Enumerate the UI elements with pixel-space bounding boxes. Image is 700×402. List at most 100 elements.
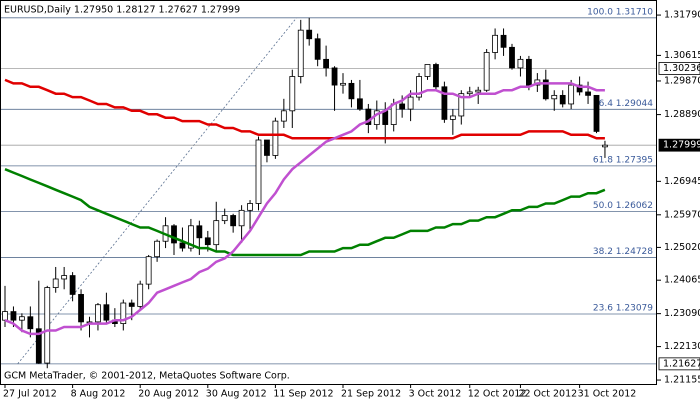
candle-body bbox=[145, 256, 152, 285]
y-tick-label: 1.22130 bbox=[664, 341, 700, 352]
candle-body bbox=[297, 29, 304, 77]
candle-body bbox=[585, 91, 591, 96]
candle-body bbox=[2, 311, 8, 321]
price-box-label: 1.30236 bbox=[663, 63, 700, 74]
x-tick-label: 12 Oct 2012 bbox=[468, 389, 527, 400]
chart-header: EURUSD,Daily 1.27950 1.28127 1.27627 1.2… bbox=[4, 5, 240, 16]
candle-body bbox=[52, 278, 59, 288]
moving-average bbox=[4, 82, 605, 336]
moving-average bbox=[4, 78, 605, 140]
x-tick-label: 30 Aug 2012 bbox=[206, 389, 267, 400]
candle-body bbox=[171, 225, 177, 244]
candle-body bbox=[365, 108, 372, 125]
candle-body bbox=[120, 302, 127, 324]
fib-label: 38.2 1.24728 bbox=[593, 247, 653, 257]
candle-body bbox=[289, 76, 296, 112]
y-tick-label: 1.25970 bbox=[664, 209, 700, 220]
candle-body bbox=[407, 96, 414, 110]
y-tick-label: 1.30615 bbox=[664, 50, 700, 61]
y-tick-label: 1.26945 bbox=[664, 176, 700, 187]
candle-body bbox=[382, 110, 389, 125]
candle-body bbox=[356, 98, 363, 110]
candle-body bbox=[593, 94, 600, 132]
y-tick-label: 1.21155 bbox=[664, 375, 700, 386]
footer: GCM MetaTrader, © 2001-2012, MetaQuotes … bbox=[4, 371, 290, 382]
candle-body bbox=[433, 64, 439, 88]
candle-body bbox=[221, 215, 228, 222]
candle-body bbox=[272, 120, 279, 156]
candle-body bbox=[204, 237, 211, 246]
candle-body bbox=[213, 220, 220, 246]
candle-body bbox=[314, 38, 321, 60]
candle-body bbox=[500, 34, 507, 48]
candle-body bbox=[238, 209, 245, 227]
candle-body bbox=[78, 294, 84, 323]
candle-body bbox=[18, 316, 25, 321]
candle-body bbox=[196, 225, 203, 239]
price-box bbox=[658, 62, 700, 75]
y-tick-label: 1.23090 bbox=[664, 308, 700, 319]
candle-body bbox=[128, 302, 135, 307]
candle-body bbox=[264, 139, 270, 156]
x-tick-label: 31 Oct 2012 bbox=[578, 389, 637, 400]
candle-body bbox=[509, 46, 515, 69]
candle-body bbox=[483, 52, 490, 91]
candle-body bbox=[416, 76, 422, 98]
candle-body bbox=[466, 91, 473, 95]
y-tick-label: 1.29870 bbox=[664, 75, 700, 86]
candle-body bbox=[95, 304, 101, 323]
candle-body bbox=[458, 93, 465, 117]
candle-body bbox=[27, 316, 34, 330]
candle-body bbox=[576, 84, 583, 93]
y-tick-label: 1.28890 bbox=[664, 109, 700, 120]
candle-body bbox=[306, 29, 313, 40]
candle-body bbox=[255, 139, 262, 204]
candle-body bbox=[103, 304, 110, 321]
x-tick-label: 20 Aug 2012 bbox=[138, 389, 199, 400]
candle-body bbox=[44, 287, 51, 364]
price-box-label: 1.21627 bbox=[663, 358, 700, 369]
candle-body bbox=[542, 79, 549, 100]
price-box bbox=[658, 357, 700, 371]
price-box-label: 1.27999 bbox=[663, 140, 700, 151]
candle-body bbox=[526, 58, 532, 86]
candle-body bbox=[10, 311, 17, 321]
candle-body bbox=[551, 94, 558, 100]
candle-body bbox=[323, 58, 330, 69]
candle-body bbox=[35, 328, 42, 364]
x-tick-label: 11 Sep 2012 bbox=[273, 389, 333, 400]
fib-label: 76.4 1.29044 bbox=[593, 99, 653, 109]
candle-body bbox=[517, 58, 524, 69]
x-tick-label: 22 Oct 2012 bbox=[518, 389, 577, 400]
candle-body bbox=[154, 240, 161, 258]
candle-body bbox=[559, 94, 566, 105]
fib-label: 61.8 1.27395 bbox=[593, 155, 653, 165]
candle-body bbox=[331, 67, 338, 86]
fib-label: 50.0 1.26062 bbox=[593, 201, 653, 211]
candle-body bbox=[399, 103, 406, 110]
x-tick-label: 8 Aug 2012 bbox=[71, 389, 126, 400]
y-tick-label: 1.25020 bbox=[664, 242, 700, 253]
candle-body bbox=[441, 86, 448, 120]
candle-body bbox=[449, 115, 456, 120]
plot-frame bbox=[0, 0, 657, 385]
candle-body bbox=[247, 203, 253, 211]
candle-body bbox=[137, 283, 144, 307]
candle-body bbox=[602, 144, 608, 148]
candle-body bbox=[390, 103, 397, 125]
x-tick-label: 21 Sep 2012 bbox=[341, 389, 401, 400]
x-tick-label: 27 Jul 2012 bbox=[3, 389, 57, 400]
moving-average bbox=[4, 168, 606, 257]
y-tick-label: 1.24065 bbox=[664, 275, 700, 286]
candle-body bbox=[492, 34, 499, 53]
candle-body bbox=[568, 84, 575, 105]
candle-body bbox=[280, 110, 287, 122]
candle-body bbox=[348, 82, 355, 100]
fib-label: 100.0 1.31710 bbox=[587, 7, 653, 17]
candle-body bbox=[61, 275, 68, 280]
candle-body bbox=[340, 82, 346, 86]
price-box bbox=[658, 138, 700, 152]
candle-body bbox=[187, 225, 194, 249]
candle-body bbox=[230, 215, 237, 227]
